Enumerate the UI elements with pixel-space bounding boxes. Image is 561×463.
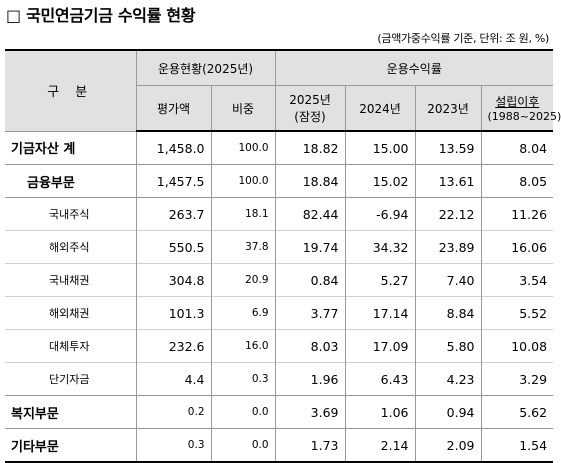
cell-amount: 101.3 [136,296,212,330]
cell-2025: 1.96 [275,362,346,396]
cell-share: 100.0 [211,131,276,165]
cell-since: 5.62 [519,404,548,420]
table-row: 해외채권 101.3 6.9 3.77 17.14 8.84 5.52 [5,296,554,330]
cell-since: 10.08 [511,338,548,354]
cell-since: 1.54 [519,437,548,453]
cell-2024: 2.14 [345,428,416,462]
cell-amount: 0.3 [136,428,212,462]
cell-amount: 304.8 [136,263,212,297]
cell-2025: 19.74 [275,230,346,264]
cell-share: 20.9 [211,263,276,297]
header-group-status: 운용현황(2025년) [136,50,276,86]
header-2023: 2023년 [415,85,482,132]
cell-2025: 3.69 [275,395,346,429]
cell-share: 37.8 [211,230,276,264]
row-label: 해외채권 [5,296,137,330]
cell-2024: 1.06 [345,395,416,429]
cell-amount: 4.4 [136,362,212,396]
header-since: 설립이후 (1988~2025) [481,85,561,132]
cell-2025: 18.84 [275,164,346,198]
cell-2025: 8.03 [275,329,346,363]
row-label: 대체투자 [5,329,137,363]
row-label: 해외주식 [5,230,137,264]
cell-amount: 1,458.0 [136,131,212,165]
table-row: 금융부문 1,457.5 100.0 18.84 15.02 13.61 8.0… [5,164,554,198]
cell-share: 16.0 [211,329,276,363]
cell-amount: 0.2 [136,395,212,429]
cell-2023: 22.12 [415,197,482,231]
cell-amount: 1,457.5 [136,164,212,198]
cell-share: 6.9 [211,296,276,330]
return-table: 구 분 운용현황(2025년) 운용수익률 평가액 비중 2025년 (잠정) 2… [5,49,561,463]
cell-2024: 15.02 [345,164,416,198]
cell-2024: -6.94 [345,197,416,231]
cell-2023: 23.89 [415,230,482,264]
cell-share: 0.0 [211,428,276,462]
cell-since: 5.52 [519,305,548,321]
cell-2025: 82.44 [275,197,346,231]
cell-2024: 15.00 [345,131,416,165]
row-label: 기금자산 계 [5,131,137,165]
table-row: 대체투자 232.6 16.0 8.03 17.09 5.80 10.08 [5,329,554,363]
cell-amount: 232.6 [136,329,212,363]
header-amount: 평가액 [136,85,212,132]
cell-share: 18.1 [211,197,276,231]
cell-2023: 2.09 [415,428,482,462]
row-label: 국내채권 [5,263,137,297]
cell-amount: 263.7 [136,197,212,231]
cell-2023: 0.94 [415,395,482,429]
cell-2023: 8.84 [415,296,482,330]
row-label: 단기자금 [5,362,137,396]
cell-2023: 4.23 [415,362,482,396]
cell-since: 3.54 [519,272,548,288]
table-row: 해외주식 550.5 37.8 19.74 34.32 23.89 16.06 [5,230,554,264]
cell-since: 3.29 [519,371,548,387]
row-label: 금융부문 [5,164,137,198]
cell-share: 100.0 [211,164,276,198]
cell-since: 8.05 [519,173,548,189]
page-title: □ 국민연금기금 수익률 현황 [6,6,196,25]
row-label: 기타부문 [5,428,137,462]
header-2024: 2024년 [345,85,416,132]
table-row: 단기자금 4.4 0.3 1.96 6.43 4.23 3.29 [5,362,554,396]
cell-2023: 13.61 [415,164,482,198]
cell-2024: 5.27 [345,263,416,297]
table-row: 국내채권 304.8 20.9 0.84 5.27 7.40 3.54 [5,263,554,297]
cell-2023: 13.59 [415,131,482,165]
table-row: 기금자산 계 1,458.0 100.0 18.82 15.00 13.59 8… [5,131,554,165]
cell-2025: 1.73 [275,428,346,462]
cell-2025: 0.84 [275,263,346,297]
table-row: 복지부문 0.2 0.0 3.69 1.06 0.94 5.62 [5,395,554,429]
cell-2023: 7.40 [415,263,482,297]
header-share: 비중 [211,85,276,132]
cell-2024: 17.09 [345,329,416,363]
cell-share: 0.0 [211,395,276,429]
row-label: 복지부문 [5,395,137,429]
cell-2024: 34.32 [345,230,416,264]
cell-2024: 6.43 [345,362,416,396]
header-gubun: 구 분 [5,50,137,132]
header-group-return: 운용수익률 [275,50,554,86]
cell-amount: 550.5 [136,230,212,264]
cell-since: 8.04 [519,140,548,156]
row-label: 국내주식 [5,197,137,231]
table-row: 기타부문 0.3 0.0 1.73 2.14 2.09 1.54 [5,428,554,462]
cell-2025: 3.77 [275,296,346,330]
cell-share: 0.3 [211,362,276,396]
header-2025: 2025년 (잠정) [275,85,346,132]
cell-2024: 17.14 [345,296,416,330]
table-row: 국내주식 263.7 18.1 82.44 -6.94 22.12 11.26 [5,197,554,231]
cell-since: 11.26 [511,206,548,222]
cell-2023: 5.80 [415,329,482,363]
cell-2025: 18.82 [275,131,346,165]
unit-note: (금액가중수익률 기준, 단위: 조 원, %) [377,32,549,45]
cell-since: 16.06 [511,239,548,255]
